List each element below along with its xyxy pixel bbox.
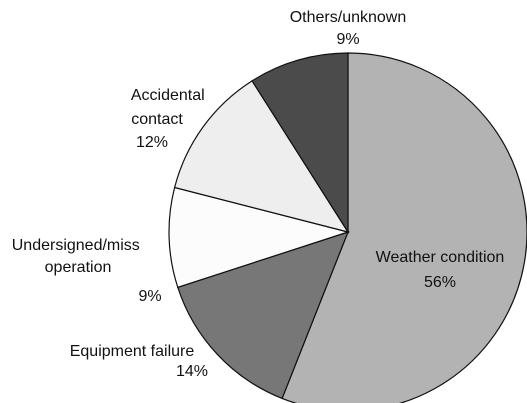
slice-value-label: 56% (424, 274, 456, 291)
pie-slice (281, 52, 527, 403)
slice-label: Accidental contact (131, 87, 209, 128)
slice-label: Others/unknown (290, 9, 407, 26)
pie-slice (173, 80, 350, 233)
slice-label: Undersigned/miss operation (12, 237, 145, 276)
slice-label: Equipment failure (70, 343, 195, 360)
pie-slice (251, 52, 349, 235)
slice-value-label: 14% (176, 363, 208, 380)
slice-label: Weather condition (376, 249, 505, 266)
pie-slice (168, 186, 351, 289)
slice-value-label: 9% (138, 288, 161, 305)
slice-value-label: 12% (136, 134, 168, 151)
slice-value-label: 9% (336, 31, 359, 48)
